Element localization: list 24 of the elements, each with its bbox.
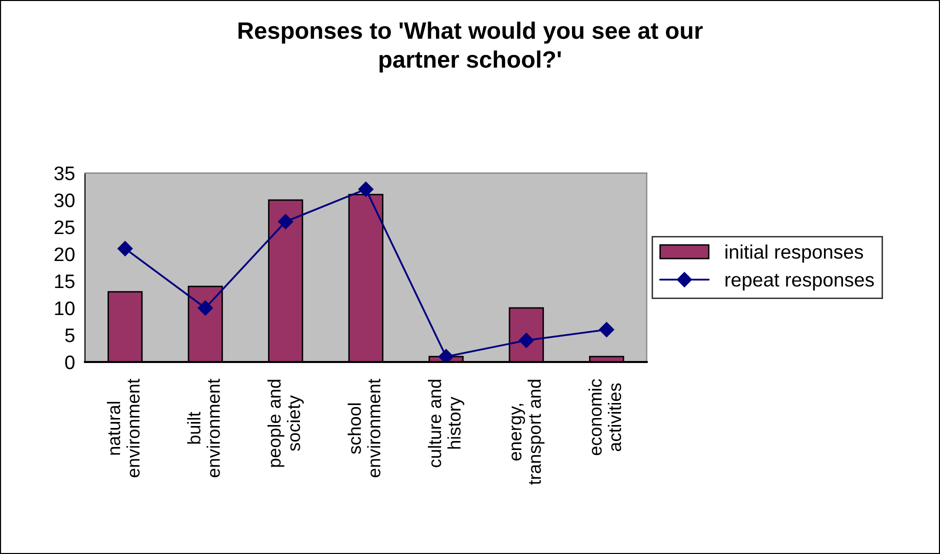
y-tick-label: 35 — [54, 166, 74, 180]
x-tick-label: built environment — [187, 378, 220, 478]
point — [358, 182, 374, 197]
chart-title: Responses to 'What would you see at our partner school?' — [238, 22, 703, 73]
point — [438, 349, 454, 362]
point — [198, 300, 213, 316]
x-tick-label: natural environment — [106, 378, 140, 478]
y-tick-label: 10 — [55, 301, 74, 316]
x-tick-label: culture and history — [428, 380, 464, 468]
y-tick-label: 25 — [54, 220, 74, 234]
point — [278, 214, 294, 230]
x-tick-label: energy, transport and — [512, 380, 544, 485]
y-tick-label: 15 — [55, 274, 74, 288]
x-tick-label: school environment — [348, 378, 380, 478]
x-tick-label: people and society — [267, 380, 304, 467]
y-tick-label: 20 — [54, 247, 74, 262]
y-tick-label: 0 — [65, 355, 74, 370]
x-tick-label: economic activities — [588, 379, 622, 456]
legend-label: initial responses — [726, 244, 864, 263]
point — [599, 322, 614, 338]
point — [118, 241, 133, 256]
legend-label: repeat responses — [726, 274, 874, 290]
y-tick-label: 5 — [65, 328, 74, 342]
y-tick-label: 30 — [54, 193, 74, 208]
